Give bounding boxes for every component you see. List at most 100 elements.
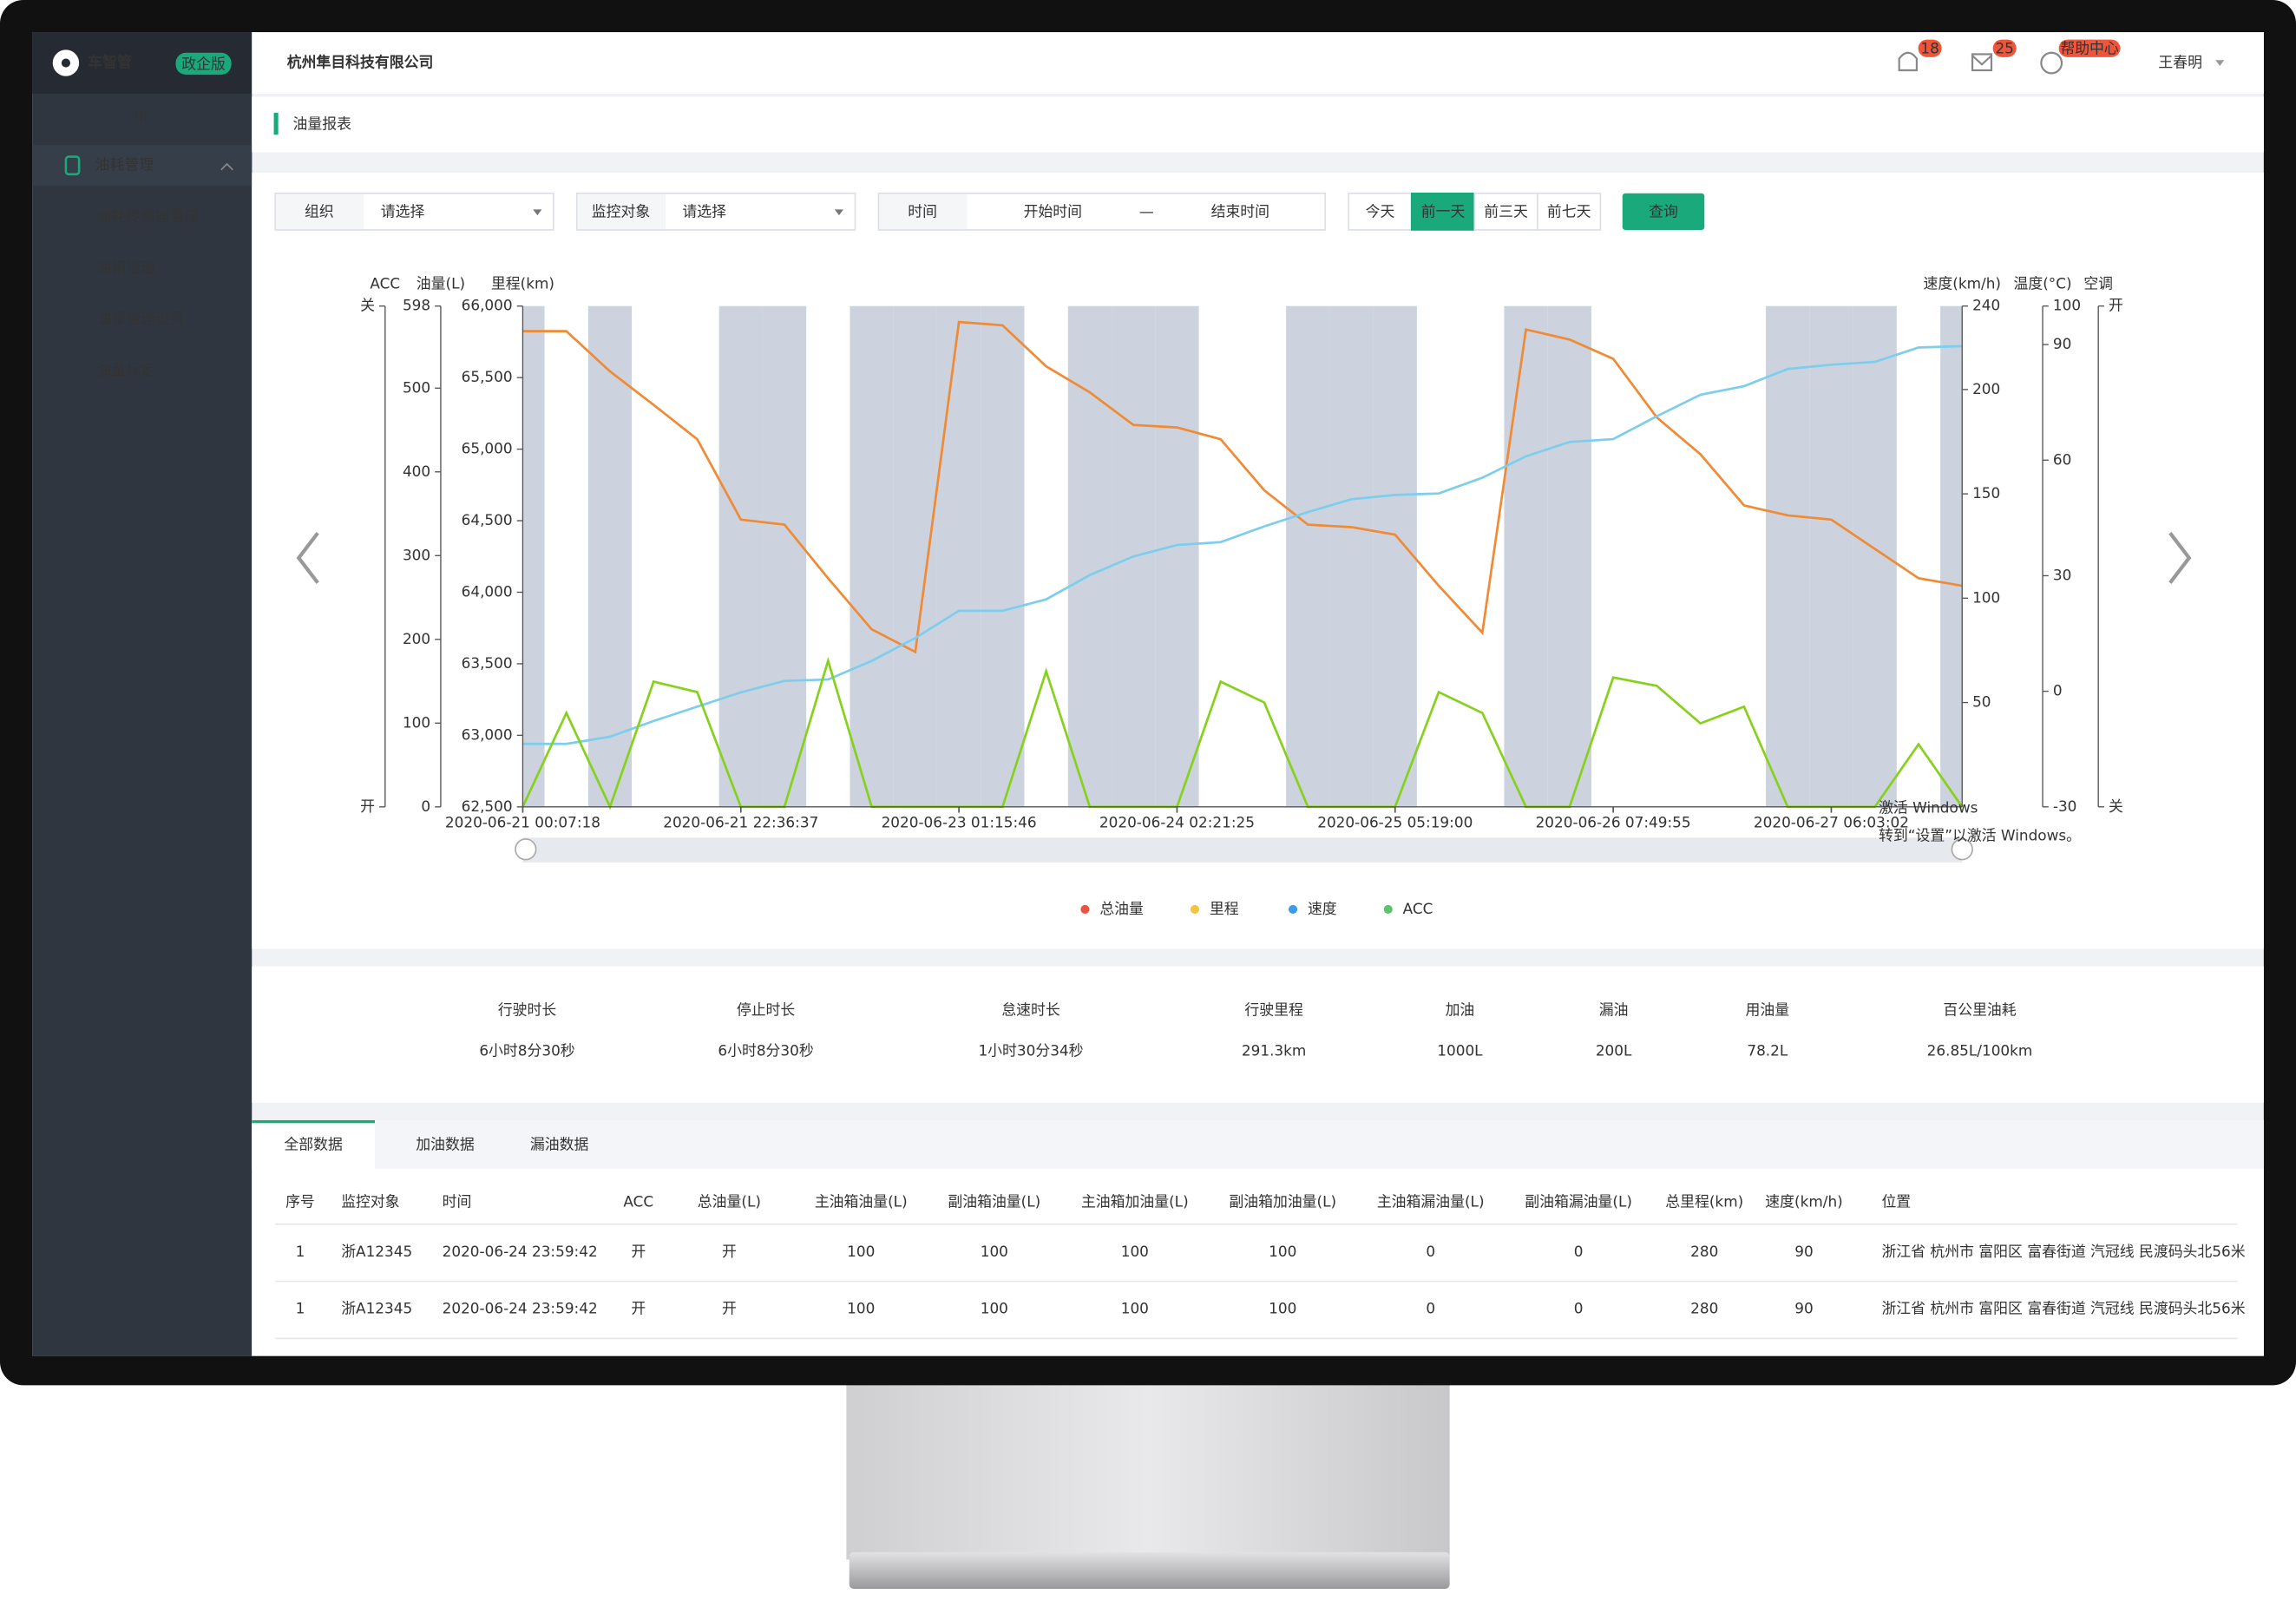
table-cell: 浙A12345 <box>341 1300 412 1317</box>
table-cell: 90 <box>1794 1300 1813 1317</box>
table-cell: 100 <box>847 1243 875 1260</box>
acc-band <box>718 305 763 807</box>
acc-band <box>850 305 894 807</box>
axis-tick-label: 598 <box>403 297 430 314</box>
axis-tick-label: 64,500 <box>462 511 513 528</box>
acc-band <box>1504 305 1548 807</box>
legend-dot[interactable] <box>1383 904 1393 915</box>
x-tick-label: 2020-06-25 05:19:00 <box>1317 813 1473 830</box>
range-button[interactable] <box>1537 192 1602 231</box>
stat-label: 行驶时长 <box>498 1001 557 1018</box>
company: 杭州隼目科技有限公司 <box>287 54 434 71</box>
badge <box>2058 39 2121 57</box>
zoom-handle[interactable] <box>515 838 537 861</box>
header <box>252 32 2264 95</box>
select-caret <box>834 209 843 216</box>
acc-band <box>762 305 807 807</box>
axis-tick-label: 64,000 <box>462 582 513 600</box>
filter-label: 监控对象 <box>592 203 651 220</box>
filter-label: 时间 <box>908 203 937 220</box>
filter-label-bg <box>276 194 364 230</box>
menu-item[interactable]: 油量管理设置 <box>96 310 184 327</box>
table-cell: 1 <box>296 1300 305 1317</box>
stat-value: 291.3km <box>1242 1042 1306 1060</box>
x-tick-label: 2020-06-24 02:21:25 <box>1099 813 1255 830</box>
table-cell: 280 <box>1690 1300 1718 1317</box>
user-caret <box>2215 60 2225 66</box>
acc-band <box>1373 305 1417 807</box>
axis-tick-label: 50 <box>1972 693 1991 711</box>
stat-value: 26.85L/100km <box>1927 1042 2033 1060</box>
column-header: 时间 <box>443 1192 472 1210</box>
badge-text: 帮助中心 <box>2060 40 2119 57</box>
acc-band <box>1329 305 1374 807</box>
next-arrow[interactable] <box>2168 531 2192 584</box>
stat-label: 停止时长 <box>737 1001 796 1018</box>
column-header: 总油量(L) <box>698 1192 761 1210</box>
table-cell: 1 <box>296 1243 305 1260</box>
zoom-handle[interactable] <box>1951 838 1973 861</box>
axis-tick-label: 关 <box>2109 797 2123 815</box>
axis-tick-label: 65,000 <box>462 440 513 457</box>
edition-badge <box>175 52 232 75</box>
legend-dot[interactable] <box>1190 904 1200 915</box>
table-cell: 100 <box>981 1243 1008 1260</box>
watermark: 激活 Windows <box>1879 799 1978 817</box>
zoom-slider[interactable] <box>522 837 1963 863</box>
table-cell: 2020-06-24 23:59:42 <box>443 1300 598 1317</box>
stat-value: 6小时8分30秒 <box>479 1042 574 1060</box>
axis-tick-label: 0 <box>2053 682 2063 699</box>
menu-item[interactable]: 油箱管理 <box>96 259 155 276</box>
acc-band <box>1286 305 1330 807</box>
axis-tick-label: 300 <box>403 546 430 563</box>
table-cell: 0 <box>1574 1243 1584 1260</box>
axis-tick-label: 63,500 <box>462 654 513 672</box>
stat-label: 怠速时长 <box>1001 1001 1060 1018</box>
tab-label[interactable]: 全部数据 <box>284 1136 343 1153</box>
column-header: 总里程(km) <box>1665 1192 1743 1210</box>
column-header: 主油箱油量(L) <box>815 1192 908 1210</box>
axis-tick-label: 150 <box>1972 484 2000 502</box>
range-button[interactable] <box>1410 192 1476 231</box>
legend-label: 总油量 <box>1099 900 1144 917</box>
range-button[interactable] <box>1473 192 1538 231</box>
table-area <box>252 1168 2264 1356</box>
legend-label: 速度 <box>1308 900 1337 917</box>
legend-dot[interactable] <box>1289 904 1298 915</box>
axis-tick-label: 60 <box>2053 450 2071 468</box>
column-header: 速度(km/h) <box>1765 1192 1842 1210</box>
legend-dot[interactable] <box>1080 904 1090 915</box>
table-cell: 100 <box>847 1300 875 1317</box>
menu-item[interactable]: 油耗传感器管理 <box>96 207 199 225</box>
axis-tick-label: 关 <box>360 297 375 314</box>
column-header: 主油箱加油量(L) <box>1081 1192 1189 1210</box>
user[interactable]: 王春明 <box>2158 54 2202 71</box>
menu-caret <box>220 162 233 171</box>
series-line <box>522 320 1963 654</box>
menu-group[interactable]: 油耗管理 <box>95 156 154 174</box>
stats-card <box>252 966 2264 1103</box>
acc-band <box>1940 305 1963 807</box>
stat-value: 78.2L <box>1747 1042 1788 1060</box>
axis-tick-label: 0 <box>421 797 430 815</box>
tab-label[interactable]: 加油数据 <box>416 1136 475 1153</box>
column-header: 副油箱漏油量(L) <box>1525 1192 1632 1210</box>
x-tick-label: 2020-06-21 00:07:18 <box>445 813 600 830</box>
acc-band <box>587 305 633 807</box>
tab-label[interactable]: 漏油数据 <box>530 1136 589 1153</box>
axis-tick-label: 63,000 <box>462 725 513 743</box>
menu-toggle[interactable]: III <box>134 108 148 125</box>
column-header: 监控对象 <box>341 1192 400 1210</box>
acc-band <box>893 305 937 807</box>
stat-value: 6小时8分30秒 <box>718 1042 813 1060</box>
range-label: 今天 <box>1366 203 1395 220</box>
active-tab-line <box>252 1119 375 1124</box>
query-label: 查询 <box>1649 203 1678 220</box>
menu-item[interactable]: 油量标定 <box>96 361 155 378</box>
query-button[interactable] <box>1622 193 1705 230</box>
prev-arrow[interactable] <box>296 531 319 584</box>
x-tick-label: 2020-06-27 06:03:02 <box>1754 813 1909 830</box>
